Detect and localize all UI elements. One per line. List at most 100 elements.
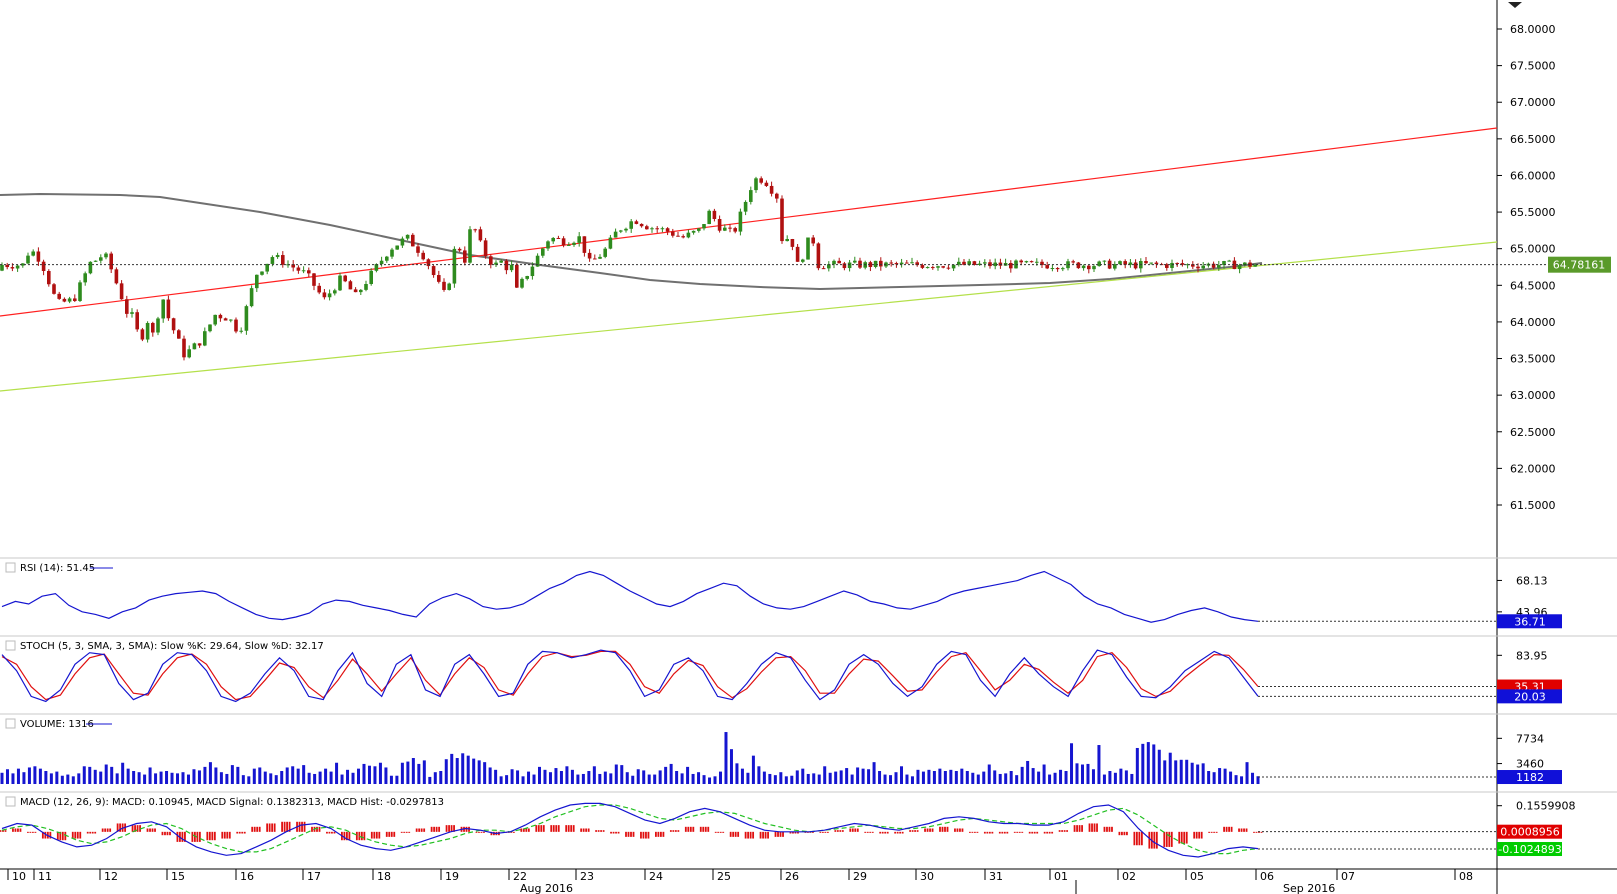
macd-hist-bar <box>1044 832 1046 834</box>
candle-body <box>770 186 774 194</box>
macd-hist-bar <box>438 827 440 832</box>
volume-bar <box>593 766 596 784</box>
candle-body <box>801 260 805 262</box>
candle-body <box>213 315 217 325</box>
candle-body <box>349 281 353 289</box>
volume-bar <box>741 769 744 784</box>
volume-bar <box>341 775 344 784</box>
macd-hist-bar <box>737 832 739 837</box>
macd-hist-bar <box>1061 830 1063 832</box>
volume-bar <box>467 756 470 784</box>
candle-body <box>468 229 472 262</box>
macd-hist-bar <box>1031 832 1033 834</box>
candle-body <box>1035 262 1039 263</box>
candle-body <box>1056 268 1060 269</box>
macd-hist-bar <box>954 828 956 831</box>
macd-hist-bar <box>87 832 89 834</box>
macd-hist-bar <box>319 827 321 832</box>
volume-bar <box>160 772 163 784</box>
candle-body <box>718 219 722 231</box>
macd-hist-bar <box>897 832 899 834</box>
volume-bar <box>598 774 601 784</box>
macd-hist-bar <box>558 825 560 832</box>
volume-bar <box>1213 772 1216 784</box>
macd-hist-bar <box>999 832 1001 834</box>
macd-hist-bar <box>301 822 303 832</box>
candle-body <box>307 270 311 273</box>
candle-body <box>1077 262 1081 268</box>
volume-bar <box>335 763 338 784</box>
candle-body <box>1217 265 1221 268</box>
macd-hist-bar <box>957 828 959 831</box>
time-tick-label: 24 <box>649 870 663 883</box>
stoch-k-tag-text: 20.03 <box>1514 690 1546 703</box>
macd-hist-bar <box>0 830 1 832</box>
volume-bar <box>757 766 760 784</box>
volume-bar <box>735 763 738 784</box>
macd-hist-bar <box>864 832 866 833</box>
macd-hist-bar <box>917 830 919 832</box>
candle-body <box>692 231 696 233</box>
volume-bar <box>1147 742 1150 784</box>
macd-hist-bar <box>446 825 448 832</box>
time-tick-label: 26 <box>785 870 799 883</box>
candle-body <box>1175 263 1179 264</box>
volume-bar <box>171 773 174 784</box>
volume-bar <box>779 772 782 784</box>
macd-hist-bar <box>284 822 286 832</box>
macd-hist-bar <box>834 830 836 832</box>
candle-body <box>203 331 207 345</box>
macd-hist-bar <box>102 828 104 831</box>
volume-bar <box>774 775 777 784</box>
candle-body <box>73 298 77 301</box>
candle-body <box>931 267 935 268</box>
macd-hist-bar <box>1049 832 1051 834</box>
macd-hist-bar <box>857 828 859 831</box>
macd-hist-bar <box>1163 832 1165 847</box>
macd-hist-bar <box>628 832 630 837</box>
macd-hist-bar <box>849 828 851 831</box>
candle-body <box>702 224 706 228</box>
macd-hist-bar <box>1138 832 1140 845</box>
candle-body <box>432 266 436 275</box>
price-tick-label: 66.0000 <box>1510 169 1556 182</box>
macd-hist-bar <box>1211 832 1213 833</box>
candle-body <box>525 276 529 279</box>
macd-hist-bar <box>824 832 826 833</box>
volume-bar <box>99 772 102 784</box>
candle-body <box>1196 267 1200 269</box>
macd-hist-bar <box>1171 832 1173 847</box>
macd-hist-bar <box>94 832 96 834</box>
macd-hist-bar <box>363 832 365 840</box>
time-tick-label: 23 <box>580 870 594 883</box>
volume-bar <box>297 769 300 784</box>
macd-hist-bar <box>206 832 208 840</box>
candle-body <box>130 312 134 314</box>
candle-body <box>416 246 420 252</box>
volume-bar <box>587 771 590 784</box>
volume-bar <box>873 762 876 784</box>
volume-bar <box>286 767 289 784</box>
macd-hist-bar <box>30 832 32 833</box>
macd-hist-bar <box>887 832 889 834</box>
volume-bar <box>28 767 31 784</box>
candle-body <box>739 212 743 232</box>
time-tick-label: 08 <box>1459 870 1473 883</box>
macd-hist-bar <box>658 832 660 837</box>
volume-bar <box>258 767 261 784</box>
volume-bar <box>851 775 854 784</box>
macd-hist-bar <box>386 832 388 837</box>
candle-body <box>312 273 316 285</box>
volume-bar <box>916 770 919 784</box>
candle-body <box>687 233 691 238</box>
macd-hist-bar <box>448 825 450 832</box>
volume-bar <box>604 772 607 784</box>
macd-hist-bar <box>660 832 662 837</box>
candle-body <box>146 323 150 340</box>
last-price-label: 64.78161 <box>1553 259 1606 272</box>
macd-hist-bar <box>745 832 747 839</box>
candle-body <box>250 288 254 306</box>
volume-bar <box>1026 761 1029 784</box>
macd-hist-bar <box>600 830 602 832</box>
